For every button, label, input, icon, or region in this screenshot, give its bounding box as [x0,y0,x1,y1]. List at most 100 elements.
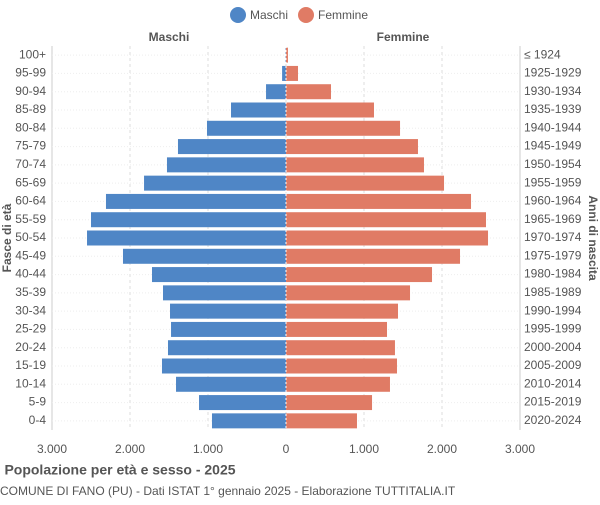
y2-tick-label: 1965-1969 [524,212,582,226]
x-tick-label: 1.000 [193,442,223,456]
y-tick-label: 40-44 [15,267,46,281]
bar-male [199,395,286,410]
y-tick-label: 95-99 [15,66,46,80]
bar-male [266,84,286,99]
bar-male [162,359,286,374]
bar-male [168,340,286,355]
bar-female [286,304,398,319]
bar-male [167,157,286,172]
bar-female [286,176,444,191]
bar-male [282,66,286,81]
bar-female [286,359,397,374]
y2-tick-label: 2020-2024 [524,413,582,427]
y2-tick-label: 1975-1979 [524,248,582,262]
bar-male [171,322,286,337]
bar-female [286,395,372,410]
x-tick-label: 3.000 [37,442,67,456]
x-tick-label: 3.000 [505,442,535,456]
bar-male [207,121,286,136]
y-axis-label: Fasce di età [0,203,14,272]
x-tick-label: 1.000 [349,442,379,456]
y-tick-label: 45-49 [15,248,46,262]
bar-female [286,267,432,282]
y2-tick-label: 2000-2004 [524,340,582,354]
bar-male [212,413,286,428]
bar-female [286,249,460,264]
bar-female [286,84,331,99]
y-tick-label: 75-79 [15,139,46,153]
y-tick-label: 5-9 [29,395,47,409]
bar-male [144,176,286,191]
bar-male [123,249,286,264]
bar-male [163,285,286,300]
bar-male [170,304,286,319]
chart-subtitle: COMUNE DI FANO (PU) - Dati ISTAT 1° genn… [0,484,456,498]
y2-tick-label: 1970-1974 [524,230,582,244]
bar-male [106,194,286,209]
bar-female [286,139,418,154]
y2-tick-label: 1990-1994 [524,303,582,317]
bar-female [286,194,471,209]
bar-male [176,377,286,392]
y2-tick-label: 1960-1964 [524,194,582,208]
y2-tick-label: 1995-1999 [524,322,582,336]
y-tick-label: 10-14 [15,376,46,390]
bar-female [286,413,357,428]
y-tick-label: 70-74 [15,157,46,171]
y2-tick-label: 1945-1949 [524,139,582,153]
bar-female [286,322,387,337]
y2-tick-label: 2015-2019 [524,395,582,409]
side-header: Maschi [149,30,190,44]
y-tick-label: 80-84 [15,120,46,134]
legend-label: Femmine [318,8,368,22]
y-tick-label: 60-64 [15,194,46,208]
y-tick-label: 0-4 [29,413,47,427]
bar-male [91,212,286,227]
y-tick-label: 15-19 [15,358,46,372]
y2-tick-label: 1950-1954 [524,157,582,171]
x-tick-label: 2.000 [115,442,145,456]
x-tick-label: 0 [283,442,290,456]
chart-title: Popolazione per età e sesso - 2025 [4,462,235,478]
y2-tick-label: 1955-1959 [524,175,582,189]
bar-female [286,340,395,355]
y-tick-label: 65-69 [15,175,46,189]
bar-female [286,66,298,81]
y2-tick-label: ≤ 1924 [524,47,561,61]
y2-tick-label: 1925-1929 [524,66,582,80]
y-tick-label: 25-29 [15,322,46,336]
bar-female [286,157,424,172]
legend-marker [298,7,314,23]
y2-tick-label: 1940-1944 [524,120,582,134]
bar-female [286,103,374,118]
legend-label: Maschi [250,8,288,22]
bar-male [152,267,286,282]
y2-tick-label: 2010-2014 [524,376,582,390]
legend-marker [230,7,246,23]
y2-tick-label: 1935-1939 [524,102,582,116]
bar-female [286,121,400,136]
y-tick-label: 90-94 [15,84,46,98]
y-tick-label: 55-59 [15,212,46,226]
y2-axis-label: Anni di nascita [586,195,600,281]
y2-tick-label: 2005-2009 [524,358,582,372]
y-tick-label: 35-39 [15,285,46,299]
y-tick-label: 50-54 [15,230,46,244]
y2-tick-label: 1985-1989 [524,285,582,299]
bar-male [87,231,286,246]
y-tick-label: 100+ [19,47,46,61]
bar-male [231,103,286,118]
side-header: Femmine [377,30,430,44]
y-tick-label: 85-89 [15,102,46,116]
y2-tick-label: 1930-1934 [524,84,582,98]
y-tick-label: 20-24 [15,340,46,354]
bar-female [286,212,486,227]
y-tick-label: 30-34 [15,303,46,317]
bar-female [286,231,488,246]
bar-male [178,139,286,154]
x-tick-label: 2.000 [427,442,457,456]
y2-tick-label: 1980-1984 [524,267,582,281]
bar-female [286,377,390,392]
bar-female [286,285,410,300]
